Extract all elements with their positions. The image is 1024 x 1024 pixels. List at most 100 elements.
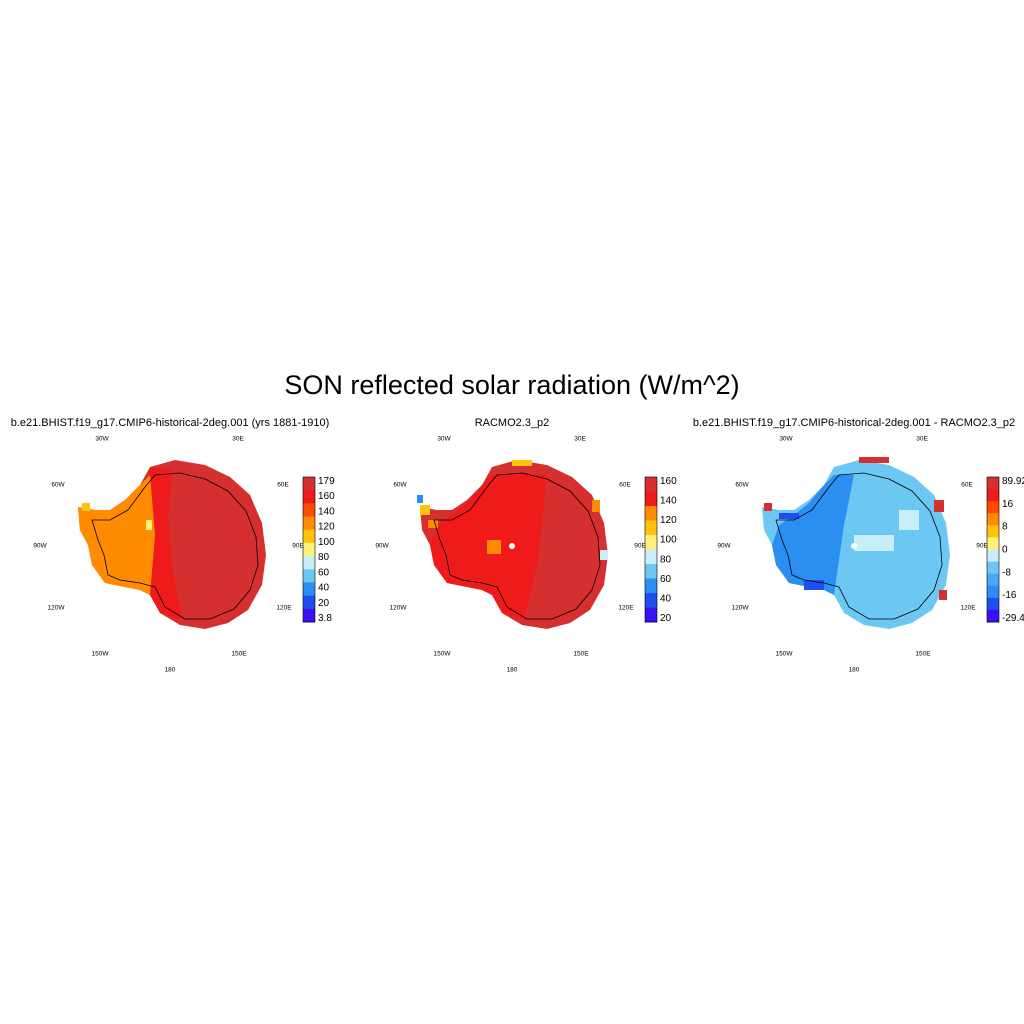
colorbar-label: 3.8: [318, 613, 332, 624]
colorbar-label: 120: [660, 515, 677, 526]
colorbar-label: 16: [1002, 499, 1014, 510]
colorbar-swatch: [645, 607, 657, 623]
lon-label-150e: 150E: [231, 650, 247, 658]
colorbar-label: 120: [318, 522, 335, 533]
lon-label-180: 180: [506, 666, 518, 674]
colorbar-swatch: [645, 549, 657, 565]
figure-title: SON reflected solar radiation (W/m^2): [284, 370, 740, 400]
colorbar-swatch: [303, 516, 315, 531]
lon-label-60e: 60E: [961, 481, 973, 489]
lon-label-120w: 120W: [47, 604, 65, 612]
colorbar-swatch: [303, 569, 315, 583]
colorbar-swatch: [645, 578, 657, 594]
colorbar-swatch: [645, 477, 657, 492]
lon-label-90w: 90W: [717, 542, 731, 550]
lon-label-180: 180: [848, 666, 860, 674]
colorbar-label: 160: [318, 491, 335, 502]
lon-label-60w: 60W: [393, 481, 407, 489]
colorbar-swatch: [303, 582, 315, 597]
colorbar-swatch: [645, 506, 657, 521]
lon-label-150w: 150W: [91, 650, 109, 658]
lon-label-120e: 120E: [276, 604, 292, 612]
lon-label-30e: 30E: [232, 435, 244, 443]
panel-title: b.e21.BHIST.f19_g17.CMIP6-historical-2de…: [692, 417, 1016, 429]
colorbar-swatch: [987, 525, 999, 538]
colorbar-swatch: [303, 503, 315, 518]
colorbar-label: -29.42: [1002, 613, 1024, 624]
colorbar-label: 0: [1002, 545, 1008, 556]
colorbar-swatch: [303, 477, 315, 491]
map-difference: 89.92 16 8 0 -8 -16 -29.42: [762, 457, 1024, 629]
colorbar-label: 89.92: [1002, 476, 1024, 487]
colorbar-label: 60: [660, 574, 672, 585]
lon-label-30e: 30E: [916, 435, 928, 443]
colorbar-swatch: [645, 593, 657, 608]
lon-label-90w: 90W: [33, 542, 47, 550]
lon-label-90e: 90E: [976, 542, 988, 550]
colorbar-swatch: [303, 608, 315, 623]
panel-model: b.e21.BHIST.f19_g17.CMIP6-historical-2de…: [0, 415, 340, 685]
colorbar-label: -16: [1002, 590, 1017, 601]
colorbar-label: 100: [318, 537, 335, 548]
colorbar-label: 40: [660, 593, 672, 604]
colorbar-frame: [986, 476, 1000, 623]
panel-title: RACMO2.3_p2: [474, 417, 550, 429]
lon-label-30w: 30W: [437, 435, 451, 443]
lon-label-150e: 150E: [915, 650, 931, 658]
lon-label-120e: 120E: [618, 604, 634, 612]
colorbar-frame: [302, 476, 316, 623]
colorbar-model: 179 160 140 120 100 80 60 40 20 3.8: [302, 476, 335, 624]
colorbar-label: 140: [318, 506, 335, 517]
colorbar-swatch: [303, 529, 315, 544]
colorbar-swatch: [303, 595, 315, 610]
colorbar-swatch: [645, 491, 657, 507]
colorbar-swatch: [645, 520, 657, 536]
colorbar-swatch: [303, 556, 315, 570]
colorbar-frame: [644, 476, 658, 623]
colorbar-swatch: [987, 549, 999, 563]
colorbar-swatch: [987, 477, 999, 490]
colorbar-swatch: [987, 573, 999, 587]
panel-racmo: RACMO2.3_p2 160 140 120 100 80 60 40 20 30W 30E…: [342, 415, 682, 685]
lon-label-150w: 150W: [775, 650, 793, 658]
lon-label-30e: 30E: [574, 435, 586, 443]
lon-label-60w: 60W: [735, 481, 749, 489]
colorbar-swatch: [987, 585, 999, 599]
colorbar-label: 8: [1002, 522, 1008, 533]
lon-label-30w: 30W: [779, 435, 793, 443]
colorbar-label: 160: [660, 476, 677, 487]
lon-label-60e: 60E: [277, 481, 289, 489]
lon-label-60w: 60W: [51, 481, 65, 489]
colorbar-swatch: [987, 561, 999, 575]
colorbar-label: 60: [318, 567, 330, 578]
colorbar-swatch: [987, 597, 999, 611]
lon-label-120e: 120E: [960, 604, 976, 612]
colorbar-label: 80: [660, 554, 672, 565]
colorbar-label: 100: [660, 535, 677, 546]
lon-label-150e: 150E: [573, 650, 589, 658]
lon-label-90e: 90E: [634, 542, 646, 550]
colorbar-swatch: [303, 542, 315, 557]
colorbar-swatch: [987, 501, 999, 514]
colorbar-label: -8: [1002, 567, 1011, 578]
lon-label-180: 180: [164, 666, 176, 674]
lon-label-90w: 90W: [375, 542, 389, 550]
colorbar-racmo: 160 140 120 100 80 60 40 20: [644, 476, 677, 624]
colorbar-label: 140: [660, 496, 677, 507]
colorbar-swatch: [645, 564, 657, 579]
colorbar-difference: 89.92 16 8 0 -8 -16 -29.42: [986, 476, 1024, 624]
colorbar-swatch: [987, 513, 999, 526]
lon-label-30w: 30W: [95, 435, 109, 443]
colorbar-swatch: [987, 489, 999, 502]
lon-label-90e: 90E: [292, 542, 304, 550]
colorbar-label: 179: [318, 476, 335, 487]
colorbar-label: 20: [660, 613, 672, 624]
lon-label-120w: 120W: [731, 604, 749, 612]
panel-difference: b.e21.BHIST.f19_g17.CMIP6-historical-2de…: [684, 415, 1024, 685]
lon-label-150w: 150W: [433, 650, 451, 658]
panel-title: b.e21.BHIST.f19_g17.CMIP6-historical-2de…: [10, 417, 330, 429]
colorbar-swatch: [987, 609, 999, 623]
colorbar-swatch: [645, 535, 657, 550]
map-racmo: 160 140 120 100 80 60 40 20: [417, 460, 677, 629]
lon-label-60e: 60E: [619, 481, 631, 489]
